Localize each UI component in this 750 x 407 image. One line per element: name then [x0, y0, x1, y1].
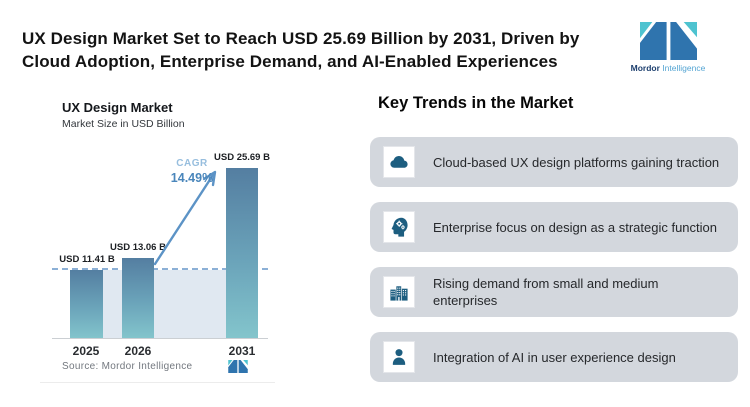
- brand-name-light: Intelligence: [662, 63, 706, 73]
- trend-icon-box: [383, 341, 415, 373]
- chart-dashed-reference-line: [52, 268, 268, 270]
- brand-logo: Mordor Intelligence: [628, 22, 708, 73]
- cagr-label: CAGR: [176, 158, 208, 169]
- chart-subtitle: Market Size in USD Billion: [62, 118, 185, 130]
- bar-2031: [226, 168, 258, 339]
- bar-value-label: USD 25.69 B: [214, 152, 270, 163]
- bar-2025: [70, 270, 103, 339]
- page-title-line-2: Cloud Adoption, Enterprise Demand, and A…: [22, 52, 558, 71]
- cloud-icon: [390, 156, 408, 168]
- trend-icon-box: [383, 146, 415, 178]
- buildings-icon: [390, 286, 408, 301]
- trend-card-list: Cloud-based UX design platforms gaining …: [370, 137, 738, 382]
- page-title: UX Design Market Set to Reach USD 25.69 …: [22, 27, 642, 73]
- brand-name-bold: Mordor: [630, 63, 660, 73]
- source-note: Source: Mordor Intelligence: [62, 361, 193, 372]
- cagr-annotation: CAGR 14.49%: [157, 158, 227, 186]
- trend-text: Cloud-based UX design platforms gaining …: [433, 154, 720, 170]
- x-axis-tick-2031: 2031: [228, 344, 256, 358]
- brand-name: Mordor Intelligence: [628, 63, 708, 73]
- mordor-logo-mini-icon: [228, 360, 248, 373]
- cagr-arrow-icon: [153, 170, 217, 266]
- trend-icon-box: [383, 276, 415, 308]
- trend-card-enterprise: Enterprise focus on design as a strategi…: [370, 202, 738, 252]
- x-axis-tick-2026: 2026: [124, 344, 152, 358]
- trend-card-cloud: Cloud-based UX design platforms gaining …: [370, 137, 738, 187]
- trend-card-ai: Integration of AI in user experience des…: [370, 332, 738, 382]
- mordor-logo-icon: [639, 22, 697, 60]
- x-axis-tick-2025: 2025: [72, 344, 100, 358]
- trend-icon-box: [383, 211, 415, 243]
- trend-card-sme: Rising demand from small and medium ente…: [370, 267, 738, 317]
- panel-divider: [40, 382, 275, 383]
- bar-chart: USD 11.41 B USD 13.06 B USD 25.69 B CAGR…: [52, 150, 270, 358]
- bar-value-label: USD 11.41 B: [59, 254, 115, 265]
- cagr-value: 14.49%: [170, 170, 214, 185]
- trends-heading: Key Trends in the Market: [378, 94, 574, 112]
- person-icon: [392, 349, 406, 365]
- trend-text: Rising demand from small and medium ente…: [433, 276, 659, 308]
- trend-text: Integration of AI in user experience des…: [433, 349, 676, 365]
- bar-value-label: USD 13.06 B: [110, 242, 166, 253]
- head-gears-icon: [391, 217, 408, 237]
- page-title-line-1: UX Design Market Set to Reach USD 25.69 …: [22, 29, 580, 48]
- x-axis-line: [52, 338, 268, 339]
- trend-text: Enterprise focus on design as a strategi…: [433, 219, 717, 235]
- bar-2026: [122, 258, 154, 339]
- chart-title: UX Design Market: [62, 100, 173, 115]
